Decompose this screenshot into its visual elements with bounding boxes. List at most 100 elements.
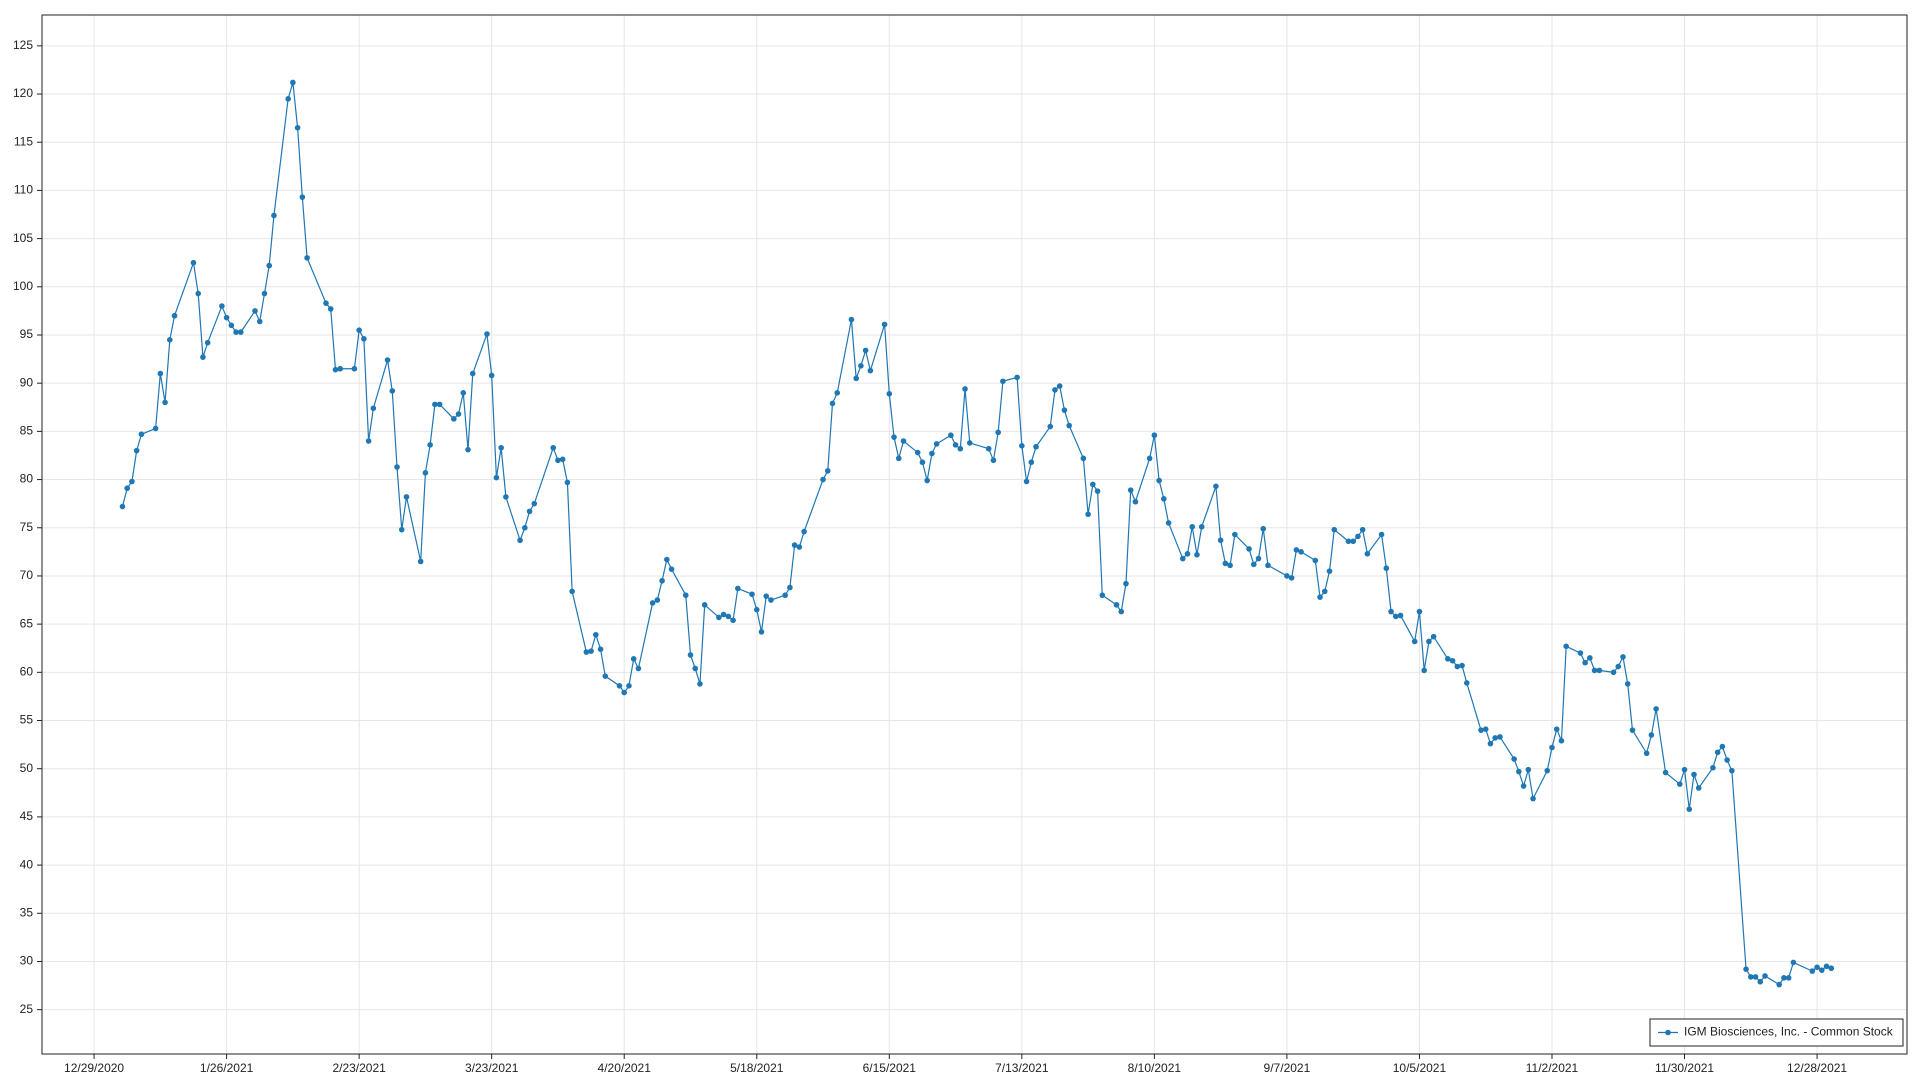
data-point (1577, 650, 1584, 656)
data-point (1146, 455, 1153, 462)
data-point (1355, 533, 1361, 540)
data-point (1511, 756, 1517, 762)
data-point (469, 370, 476, 377)
y-tick-label: 45 (20, 809, 34, 823)
data-point (1056, 383, 1063, 389)
data-point (995, 429, 1001, 436)
y-tick-label: 85 (20, 424, 34, 438)
data-point (1615, 663, 1622, 670)
data-point (394, 464, 400, 470)
data-point (720, 611, 727, 618)
data-point (1492, 735, 1498, 741)
data-point (1227, 562, 1233, 569)
legend: IGM Biosciences, Inc. - Common Stock (1649, 1018, 1904, 1047)
data-point (299, 194, 306, 200)
data-point (1284, 573, 1290, 579)
data-point (555, 457, 561, 464)
data-point (630, 656, 637, 662)
data-point (668, 566, 675, 572)
data-point (361, 336, 367, 342)
data-point (1629, 727, 1636, 733)
data-point (867, 367, 874, 374)
data-point (1260, 525, 1267, 532)
data-point (1729, 767, 1735, 774)
x-tick-label: 9/7/2021 (1264, 1061, 1311, 1075)
data-point (223, 314, 230, 321)
data-point (1066, 422, 1072, 429)
data-point (1478, 727, 1484, 733)
data-point (1445, 656, 1451, 662)
data-point (327, 306, 334, 312)
data-point (1818, 967, 1825, 973)
data-point (1179, 555, 1186, 562)
y-tick-label: 100 (13, 279, 33, 293)
y-tick-label: 65 (20, 616, 34, 630)
data-point (1497, 734, 1503, 740)
data-point (1033, 443, 1039, 450)
data-point (1653, 706, 1659, 712)
data-point (1695, 785, 1702, 791)
data-point (129, 478, 135, 485)
data-point (1563, 643, 1569, 650)
y-tick-label: 120 (13, 86, 33, 100)
data-point (914, 449, 921, 456)
data-point (517, 537, 523, 544)
data-point (398, 526, 405, 533)
data-point (261, 290, 268, 297)
data-point (271, 212, 277, 219)
y-tick-label: 30 (20, 954, 34, 968)
data-point (796, 544, 803, 550)
data-point (1421, 667, 1427, 674)
data-point (701, 602, 708, 608)
data-point (1610, 669, 1617, 676)
data-point (138, 431, 145, 438)
data-point (990, 457, 997, 464)
data-point (304, 255, 310, 261)
data-point (465, 446, 471, 453)
data-point (957, 445, 964, 452)
data-point (351, 365, 358, 372)
data-point (451, 416, 457, 422)
x-tick-label: 8/10/2021 (1128, 1061, 1182, 1075)
data-point (1809, 968, 1816, 974)
x-tick-label: 11/30/2021 (1655, 1061, 1714, 1075)
data-point (1648, 732, 1655, 738)
data-point (384, 357, 391, 363)
x-tick-label: 2/23/2021 (332, 1061, 386, 1075)
data-point (1052, 387, 1058, 393)
data-point (190, 259, 197, 266)
data-point (782, 592, 788, 599)
data-point (1085, 511, 1091, 518)
data-point (1520, 783, 1527, 789)
data-point (1047, 423, 1054, 430)
data-point (820, 476, 826, 483)
data-point (1762, 973, 1768, 979)
data-point (985, 445, 992, 452)
y-tick-label: 60 (20, 664, 34, 678)
data-point (1014, 374, 1020, 381)
data-point (455, 411, 462, 417)
data-point (1397, 612, 1404, 619)
x-tick-label: 4/20/2021 (598, 1061, 652, 1075)
data-point (266, 262, 273, 269)
data-point (730, 617, 736, 624)
data-point (1383, 565, 1390, 572)
data-point (933, 441, 940, 447)
data-point (858, 363, 864, 369)
data-point (488, 372, 495, 379)
y-tick-label: 75 (20, 520, 34, 534)
data-point (1430, 633, 1437, 640)
data-point (1454, 663, 1461, 670)
data-point (1194, 551, 1200, 558)
data-point (692, 665, 699, 672)
data-point (1752, 974, 1759, 980)
x-tick-label: 5/18/2021 (730, 1061, 784, 1075)
data-point (1710, 764, 1716, 771)
y-tick-label: 40 (20, 857, 34, 871)
grid: 25 30 35 40 45 50 55 60 65 70 75 80 85 90 95 100 105 110 1… (13, 15, 1907, 1075)
data-point (1416, 608, 1423, 615)
data-point (1232, 531, 1238, 538)
data-point (422, 470, 429, 476)
data-point (1094, 488, 1101, 494)
data-point (1161, 496, 1167, 502)
